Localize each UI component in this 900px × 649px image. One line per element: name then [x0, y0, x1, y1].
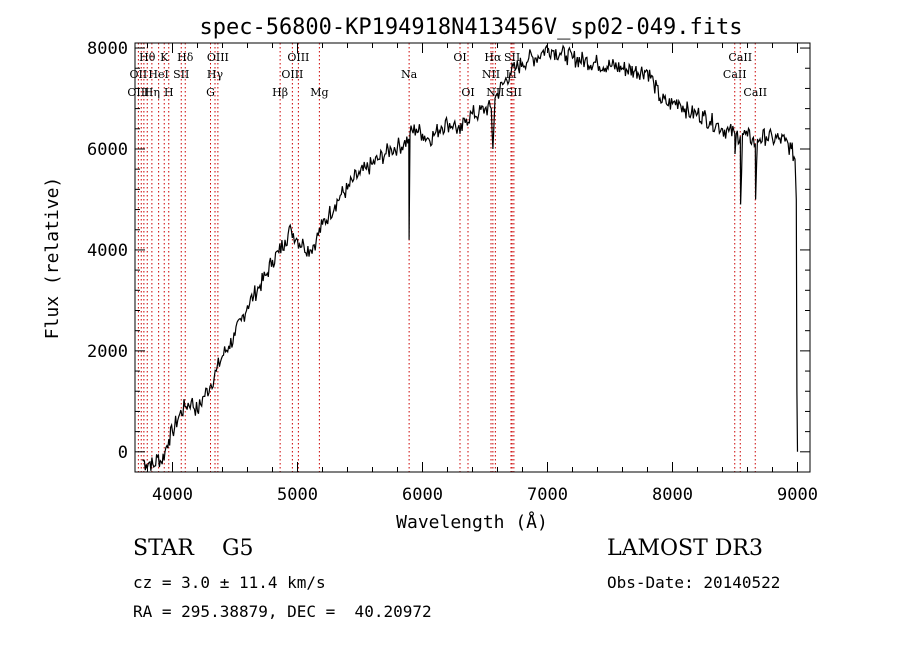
line-label-17: CaII — [723, 68, 747, 81]
redshift-readout: cz = 3.0 ± 11.4 km/s — [133, 573, 326, 592]
x-axis-label: Wavelength (Å) — [396, 511, 548, 533]
flux-series-line — [141, 44, 799, 471]
y-axis-ticks: 0 2000 4000 6000 8000 — [87, 39, 810, 473]
line-label-26: SII — [506, 86, 522, 99]
line-label-19: Hη — [144, 86, 160, 99]
line-label-20: H — [164, 86, 174, 99]
line-label-9: OII — [130, 68, 148, 81]
object-classification: STAR G5 — [133, 536, 254, 561]
x-tick-label-1: 5000 — [277, 485, 318, 505]
line-label-3: OIII — [207, 51, 229, 64]
x-axis-ticks: 4000 5000 6000 7000 8000 9000 — [147, 43, 818, 505]
line-label-23: Mg — [310, 86, 328, 99]
line-label-6: Hα — [484, 51, 502, 64]
x-tick-label-3: 7000 — [527, 485, 568, 505]
line-label-15: NII — [482, 68, 500, 81]
line-label-4: OIII — [287, 51, 309, 64]
line-label-22: Hβ — [272, 86, 288, 99]
line-label-0: Hθ — [139, 51, 156, 64]
chart-title: spec-56800-KP194918N413456V_sp02-049.fit… — [199, 15, 742, 40]
line-label-18: OIII — [127, 86, 149, 99]
line-label-24: OI — [461, 86, 474, 99]
y-tick-label-2: 4000 — [87, 241, 128, 261]
y-axis-label: Flux (relative) — [42, 177, 63, 340]
line-label-27: CaII — [743, 86, 767, 99]
line-label-5: OI — [453, 51, 466, 64]
survey-name: LAMOST DR3 — [607, 536, 763, 561]
line-label-8: CaII — [728, 51, 752, 64]
spectral-line-markers — [137, 43, 756, 472]
line-label-10: HeI — [148, 68, 168, 81]
observation-date: Obs-Date: 20140522 — [607, 573, 781, 592]
y-tick-label-1: 2000 — [87, 342, 128, 362]
line-label-14: Na — [401, 68, 418, 81]
line-label-1: K — [160, 51, 169, 64]
y-tick-label-0: 0 — [118, 443, 128, 463]
line-label-13: OIII — [281, 68, 303, 81]
line-label-7: SII — [504, 51, 520, 64]
sky-coordinates: RA = 295.38879, DEC = 40.20972 — [133, 602, 432, 621]
line-label-12: Hγ — [207, 68, 224, 81]
line-label-11: SII — [173, 68, 189, 81]
line-label-21: G — [206, 86, 215, 99]
x-tick-label-0: 4000 — [152, 485, 193, 505]
x-tick-label-5: 9000 — [777, 485, 818, 505]
y-tick-label-4: 8000 — [87, 39, 128, 59]
line-label-2: Hδ — [177, 51, 194, 64]
x-tick-label-2: 6000 — [402, 485, 443, 505]
plot-frame — [134, 42, 811, 473]
x-tick-label-4: 8000 — [652, 485, 693, 505]
y-tick-label-3: 6000 — [87, 140, 128, 160]
